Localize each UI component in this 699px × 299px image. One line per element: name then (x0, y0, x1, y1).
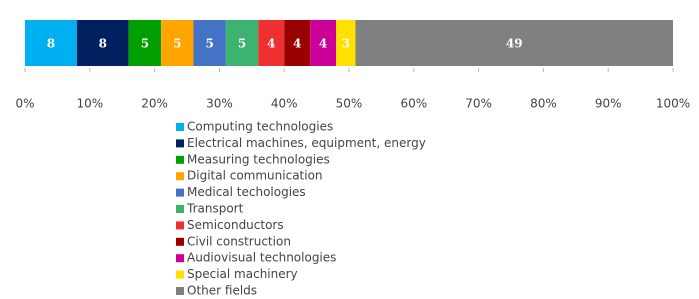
legend-label: Computing technologies (187, 120, 333, 134)
x-tick-label: 40% (271, 97, 298, 111)
data-label: 5 (238, 37, 246, 51)
legend-swatch (176, 139, 184, 148)
data-label: 4 (267, 37, 275, 51)
x-tick-label: 50% (336, 97, 363, 111)
legend-swatch (176, 123, 184, 131)
legend-label: Other fields (187, 284, 257, 298)
bar-segment (128, 20, 162, 66)
x-tick-label: 80% (530, 97, 557, 111)
bar-segment (76, 20, 129, 66)
x-tick-label: 60% (400, 97, 427, 111)
legend-swatch (176, 254, 184, 263)
bar-segment (310, 20, 337, 66)
legend-label: Audiovisual technologies (187, 251, 336, 265)
x-tick-label: 70% (465, 97, 492, 111)
legend-label: Semiconductors (187, 218, 284, 232)
data-label: 3 (342, 37, 350, 51)
bar-segment (284, 20, 311, 66)
bar-segment (336, 20, 356, 66)
legend-swatch (176, 172, 184, 181)
legend-label: Civil construction (187, 234, 291, 248)
legend-swatch (176, 155, 184, 164)
data-label: 5 (173, 37, 181, 51)
bar-segment (258, 20, 285, 66)
bar-segment (25, 20, 77, 66)
legend-label: Digital communication (187, 169, 323, 183)
x-tick-label: 90% (595, 97, 622, 111)
bar-segment (225, 20, 259, 66)
bar-segment (161, 20, 194, 66)
legend-swatch (176, 237, 184, 246)
legend-label: Transport (186, 202, 244, 216)
legend-swatch (176, 188, 184, 197)
bar-segment (355, 20, 673, 66)
x-tick-label: 20% (141, 97, 168, 111)
data-label: 5 (206, 37, 214, 51)
legend-label: Measuring technologies (187, 152, 330, 166)
legend-swatch (176, 287, 184, 295)
bar-segment (193, 20, 226, 66)
legend-swatch (176, 221, 184, 230)
data-label: 49 (506, 37, 523, 51)
data-label: 8 (99, 37, 107, 51)
legend-label: Special machinery (187, 267, 298, 281)
x-tick-label: 100% (656, 97, 690, 111)
data-label: 4 (319, 37, 327, 51)
x-tick-label: 10% (76, 97, 103, 111)
data-label: 8 (47, 37, 55, 51)
x-tick-label: 0% (15, 97, 34, 111)
legend-label: Electrical machines, equipment, energy (187, 136, 426, 150)
legend-swatch (176, 205, 184, 213)
legend-swatch (176, 270, 184, 279)
data-label: 4 (293, 37, 301, 51)
data-label: 5 (141, 37, 149, 51)
x-tick-label: 30% (206, 97, 233, 111)
legend-label: Medical techologies (187, 185, 306, 199)
